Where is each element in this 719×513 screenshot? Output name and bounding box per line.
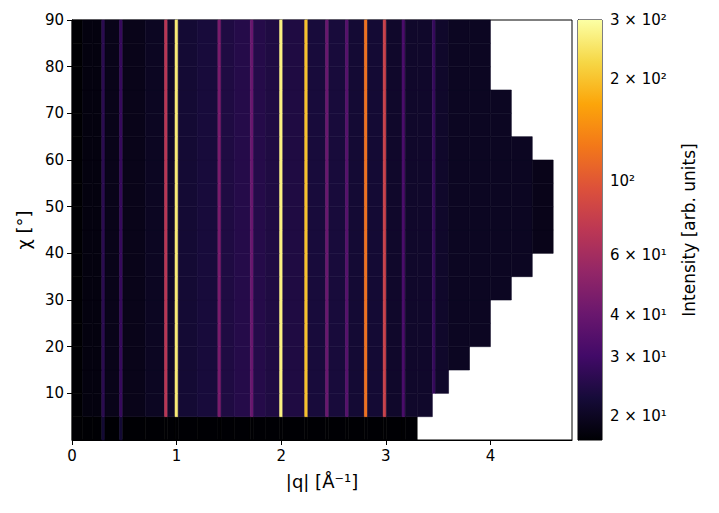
svg-text:4 × 10¹: 4 × 10¹ bbox=[610, 306, 667, 324]
svg-text:Intensity [arb. units]: Intensity [arb. units] bbox=[679, 143, 699, 316]
svg-text:2 × 10¹: 2 × 10¹ bbox=[610, 407, 667, 425]
svg-text:70: 70 bbox=[45, 104, 64, 122]
svg-text:50: 50 bbox=[45, 198, 64, 216]
svg-text:1: 1 bbox=[172, 447, 182, 465]
svg-text:3 × 10²: 3 × 10² bbox=[610, 11, 667, 29]
svg-text:80: 80 bbox=[45, 58, 64, 76]
svg-text:3 × 10¹: 3 × 10¹ bbox=[610, 348, 667, 366]
svg-text:10: 10 bbox=[45, 384, 64, 402]
svg-text:6 × 10¹: 6 × 10¹ bbox=[610, 246, 667, 264]
svg-text:10²: 10² bbox=[610, 172, 635, 190]
svg-text:|q| [Å⁻¹]: |q| [Å⁻¹] bbox=[286, 471, 358, 492]
svg-text:90: 90 bbox=[45, 11, 64, 29]
svg-text:4: 4 bbox=[486, 447, 496, 465]
svg-text:χ [°]: χ [°] bbox=[13, 210, 34, 249]
svg-text:0: 0 bbox=[67, 447, 77, 465]
svg-text:20: 20 bbox=[45, 338, 64, 356]
svg-text:3: 3 bbox=[381, 447, 391, 465]
svg-text:2 × 10²: 2 × 10² bbox=[610, 70, 667, 88]
svg-text:40: 40 bbox=[45, 244, 64, 262]
svg-text:2: 2 bbox=[276, 447, 286, 465]
svg-text:60: 60 bbox=[45, 151, 64, 169]
svg-text:30: 30 bbox=[45, 291, 64, 309]
